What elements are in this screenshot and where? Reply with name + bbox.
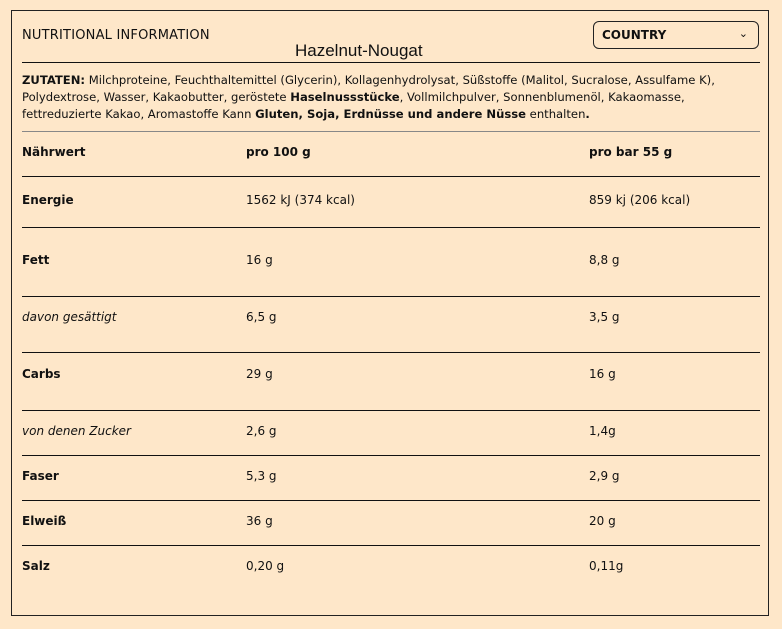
row-divider	[22, 176, 760, 177]
row-divider	[22, 410, 760, 411]
table-header: pro bar 55 g	[589, 145, 673, 159]
nutrition-panel	[11, 10, 769, 616]
ingredients-part: enthalten	[526, 107, 586, 121]
nutrient-value: 3,5 g	[589, 310, 620, 324]
row-divider	[22, 352, 760, 353]
country-select-label: COUNTRY	[602, 28, 667, 42]
row-divider	[22, 545, 760, 546]
table-header: Nährwert	[22, 145, 86, 159]
row-divider	[22, 500, 760, 501]
nutrient-value: 1562 kJ (374 kcal)	[246, 193, 355, 207]
nutrient-value: 2,6 g	[246, 424, 277, 438]
nutrient-value: 2,9 g	[589, 469, 620, 483]
nutrient-name: von denen Zucker	[22, 424, 131, 438]
section-title: NUTRITIONAL INFORMATION	[22, 28, 210, 43]
ingredients-text: ZUTATEN: Milchproteine, Feuchthaltemitte…	[22, 72, 762, 123]
ingredients-part: Milchproteine, Feuchthaltemittel (Glycer…	[22, 73, 715, 104]
country-select[interactable]: COUNTRY ⌄	[593, 21, 759, 49]
nutrient-name: Energie	[22, 193, 74, 207]
nutrient-value: 20 g	[589, 514, 616, 528]
divider	[22, 62, 760, 63]
row-divider	[22, 455, 760, 456]
nutrient-name: davon gesättigt	[22, 310, 117, 324]
table-header: pro 100 g	[246, 145, 311, 159]
chevron-down-icon: ⌄	[738, 27, 748, 40]
ingredients-part: , Vollmilchpulver, Sonnenblumenöl, Kakao…	[22, 90, 685, 121]
divider	[22, 131, 760, 132]
nutrient-value: 5,3 g	[246, 469, 277, 483]
nutrient-value: 29 g	[246, 367, 273, 381]
nutrient-value: 0,11g	[589, 559, 624, 573]
nutrient-value: 36 g	[246, 514, 273, 528]
row-divider	[22, 296, 760, 297]
ingredients-allergen: Haselnussstücke	[290, 90, 400, 104]
nutrient-value: 8,8 g	[589, 253, 620, 267]
nutrient-value: 0,20 g	[246, 559, 285, 573]
product-name: Hazelnut-Nougat	[295, 41, 423, 60]
ingredients-label: ZUTATEN:	[22, 73, 86, 87]
ingredients-allergen: Gluten, Soja, Erdnüsse und andere Nüsse	[255, 107, 526, 121]
nutrient-name: Fett	[22, 253, 50, 267]
nutrient-name: Elweiß	[22, 514, 67, 528]
nutrient-value: 1,4g	[589, 424, 616, 438]
nutrient-name: Salz	[22, 559, 50, 573]
nutrient-name: Carbs	[22, 367, 61, 381]
ingredients-end: .	[585, 107, 590, 121]
nutrient-value: 859 kj (206 kcal)	[589, 193, 691, 207]
nutrient-value: 6,5 g	[246, 310, 277, 324]
nutrient-value: 16 g	[589, 367, 616, 381]
nutrient-name: Faser	[22, 469, 59, 483]
nutrient-value: 16 g	[246, 253, 273, 267]
row-divider	[22, 227, 760, 228]
